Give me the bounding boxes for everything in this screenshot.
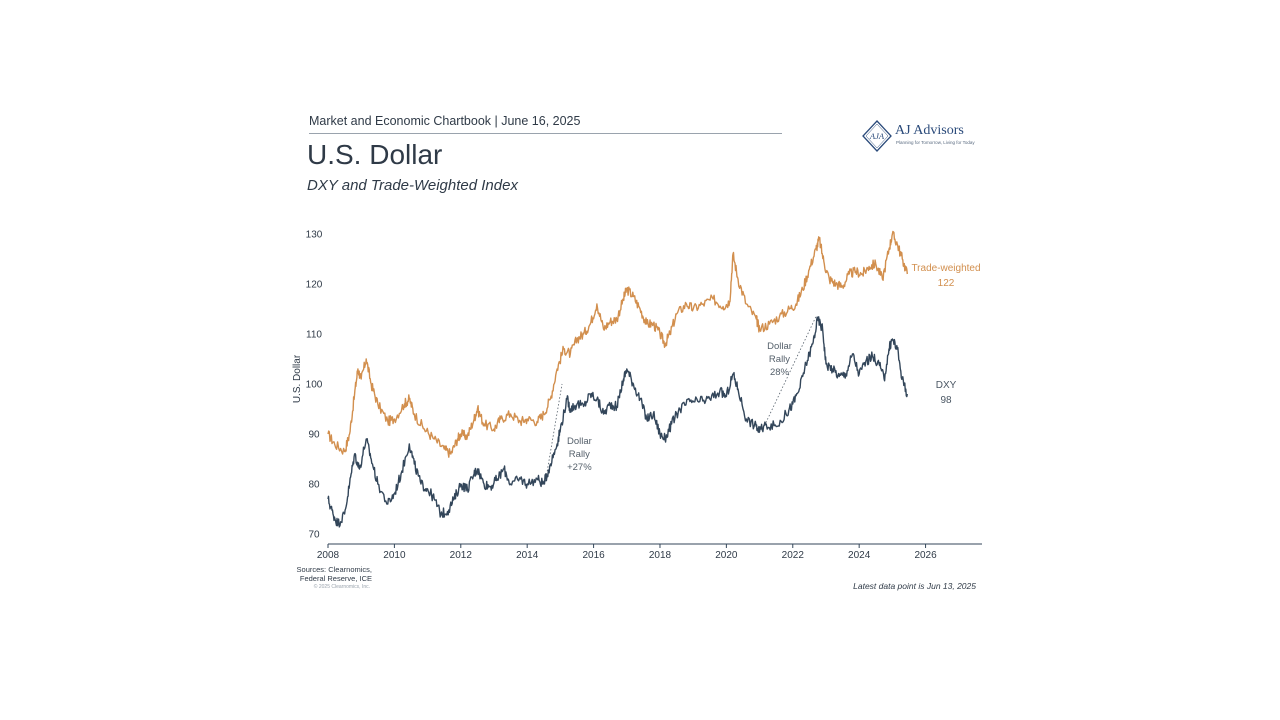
rally-annotation-text: Rally bbox=[769, 354, 790, 365]
chartbook-header: Market and Economic Chartbook | June 16,… bbox=[309, 114, 581, 128]
company-logo: AJA AJ Advisors Planning for Tomorrow, L… bbox=[862, 120, 975, 152]
x-tick-label: 2026 bbox=[914, 550, 937, 561]
rally-annotation-text: Rally bbox=[569, 449, 590, 460]
y-tick-label: 130 bbox=[306, 230, 323, 241]
x-tick-label: 2012 bbox=[450, 550, 473, 561]
page-title: U.S. Dollar bbox=[307, 139, 443, 170]
series-name-label: Trade-weighted bbox=[911, 263, 980, 274]
y-tick-label: 80 bbox=[308, 480, 320, 491]
series-value-label: 122 bbox=[938, 278, 955, 289]
copyright-note: © 2025 Clearnomics, Inc. bbox=[313, 584, 370, 590]
x-tick-label: 2008 bbox=[317, 550, 340, 561]
y-axis: 70 80 90 100 110 120 130 bbox=[306, 230, 323, 541]
latest-data-note: Latest data point is Jun 13, 2025 bbox=[853, 581, 976, 591]
logo-name: AJ Advisors bbox=[895, 123, 964, 138]
y-axis-label: U.S. Dollar bbox=[292, 354, 303, 403]
chart-series bbox=[327, 230, 908, 528]
logo-monogram: AJA bbox=[869, 131, 885, 141]
x-axis: 2008 2010 2012 2014 2016 2018 2020 2022 2024 2026 bbox=[317, 543, 982, 561]
rally-annotation-text: +27% bbox=[567, 462, 592, 473]
sources-note: Sources: Clearnomics, Federal Reserve, I… bbox=[292, 565, 372, 583]
y-tick-label: 120 bbox=[306, 280, 323, 291]
header-divider bbox=[309, 133, 782, 134]
series-value-label: 98 bbox=[940, 395, 952, 406]
x-tick-label: 2010 bbox=[383, 550, 406, 561]
series-name-label: DXY bbox=[936, 380, 957, 391]
x-tick-label: 2014 bbox=[516, 550, 539, 561]
dxy-line bbox=[327, 316, 908, 528]
x-tick-label: 2018 bbox=[649, 550, 672, 561]
rally-annotation-text: Dollar bbox=[767, 341, 792, 352]
y-tick-label: 110 bbox=[306, 330, 322, 341]
logo-tagline: Planning for Tomorrow, Living for Today bbox=[896, 140, 975, 145]
sources-line-2: Federal Reserve, ICE bbox=[299, 574, 372, 583]
series-end-labels: Trade-weighted 122 DXY 98 bbox=[911, 263, 980, 406]
rally-annotation-text: Dollar bbox=[567, 436, 592, 447]
diamond-logo-icon: AJA bbox=[862, 120, 892, 152]
x-tick-label: 2016 bbox=[582, 550, 605, 561]
rally-annotation-text: 28% bbox=[770, 367, 790, 378]
x-tick-label: 2022 bbox=[782, 550, 805, 561]
x-tick-label: 2024 bbox=[848, 550, 871, 561]
x-tick-label: 2020 bbox=[715, 550, 738, 561]
page-subtitle: DXY and Trade-Weighted Index bbox=[307, 177, 518, 194]
sources-line-1: Sources: Clearnomics, bbox=[296, 565, 372, 574]
chart-annotations: Dollar Rally +27% Dollar Rally 28% bbox=[545, 316, 817, 482]
trade-weighted-line bbox=[327, 230, 908, 458]
rally-arrow bbox=[545, 383, 563, 482]
y-tick-label: 90 bbox=[308, 430, 320, 441]
y-tick-label: 100 bbox=[306, 380, 323, 391]
y-tick-label: 70 bbox=[308, 530, 320, 541]
